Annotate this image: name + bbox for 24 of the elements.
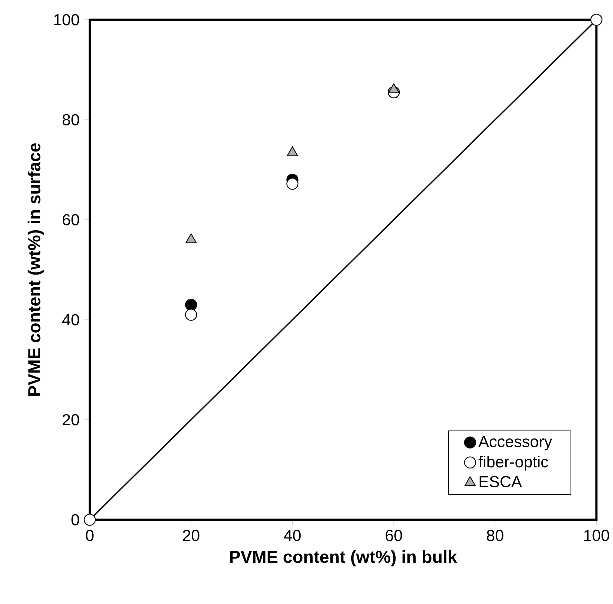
y-tick-label: 60 [62,214,80,226]
point [590,14,603,26]
y-tick-label: 100 [54,14,80,26]
point [388,84,400,94]
legend-label: Accessory [478,436,552,451]
y-tick-label: 40 [62,314,80,326]
x-tick-label: 100 [584,530,610,542]
point [84,514,96,526]
y-tick-label: 20 [62,414,80,426]
point [287,146,298,156]
x-tick-label: 40 [284,530,301,542]
x-tick-label: 20 [183,530,200,542]
legend-label: ESCA [480,476,522,488]
point [186,234,197,244]
point [286,178,299,190]
y-axis-title: PVME content (wt%) in surface [28,143,44,396]
x-tick-label: 0 [86,530,94,542]
x-tick-label: 60 [386,530,402,542]
point [185,299,198,311]
x-axis-title: PVME content (wt%) in bulk [230,550,458,567]
y-tick-label: 80 [62,114,80,126]
y-tick-label: 0 [72,514,80,526]
legend-label: fiber-optic [478,456,548,471]
x-tick-label: 80 [487,530,504,542]
